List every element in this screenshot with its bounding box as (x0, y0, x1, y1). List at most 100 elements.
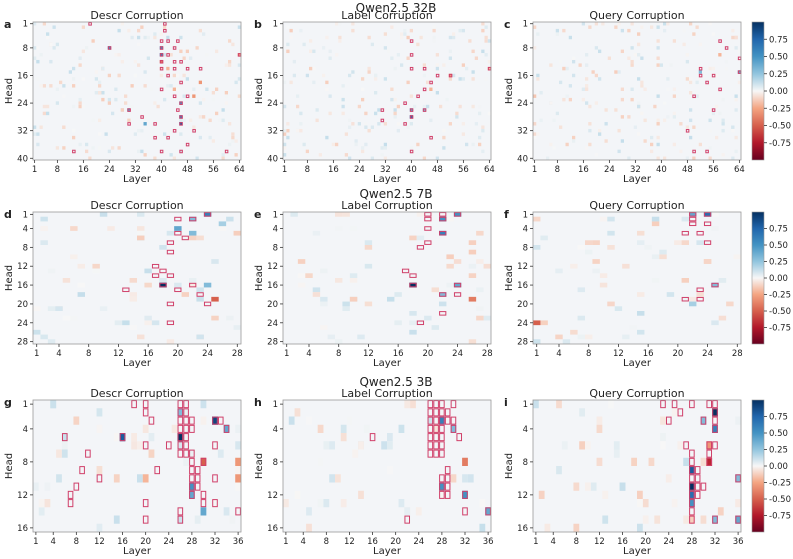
heatmap-cell-faint (47, 306, 56, 311)
heatmap-cell-faint (539, 118, 543, 123)
heatmap-cell-faint (581, 22, 585, 26)
heatmap-cell-faint (33, 46, 37, 50)
y-tick-label: 32 (267, 127, 278, 137)
panel-i: 1 4 8 12 16 20 24 28 32 36 1 4 8 12 16 Query Corruption… (504, 387, 744, 557)
significance-box (439, 441, 445, 450)
y-tick-label: 28 (517, 338, 528, 348)
heatmap-cell (235, 474, 241, 483)
heatmap-cell-faint (731, 125, 735, 129)
heatmap-cell-faint (685, 77, 689, 81)
heatmap-cell-faint (50, 400, 57, 409)
significance-box (444, 416, 451, 425)
heatmap-cell-faint (81, 49, 85, 54)
heatmap-cell-faint (585, 87, 589, 91)
significance-box (401, 268, 410, 274)
heatmap-cell-faint (718, 278, 727, 283)
significance-box (166, 249, 175, 255)
heatmap-cell-faint (637, 230, 645, 236)
heatmap-cell-faint (169, 153, 173, 157)
heatmap-cell-faint (565, 94, 569, 98)
significance-box (416, 320, 425, 326)
significance-box (718, 87, 722, 92)
heatmap-cell-faint (648, 457, 655, 466)
significance-box (735, 515, 741, 524)
significance-box (127, 108, 131, 112)
heatmap-cell-faint (689, 80, 693, 85)
heatmap-cell-faint (476, 287, 484, 293)
heatmap-cell-faint (189, 278, 197, 283)
heatmap-cell-faint (679, 149, 683, 154)
y-tick-label: 28 (17, 338, 28, 348)
heatmap-cell-faint (185, 49, 189, 54)
panel-title: Query Corruption (589, 387, 684, 400)
significance-box (159, 149, 164, 154)
heatmap-cell-faint (642, 499, 649, 508)
heatmap-cell-faint (721, 118, 725, 123)
x-axis-label: Layer (373, 358, 402, 369)
heatmap-cell-faint (471, 77, 475, 81)
heatmap-cell-faint (461, 122, 465, 126)
heatmap-cell-faint (604, 139, 608, 143)
heatmap-cell-faint (671, 408, 678, 417)
heatmap-cell (439, 216, 447, 222)
heatmap-cell-faint (724, 66, 728, 71)
heatmap-cell-faint (483, 263, 491, 269)
heatmap-cell-faint (182, 73, 186, 78)
heatmap-cell-faint (124, 94, 128, 98)
heatmap-cell-faint (538, 490, 545, 499)
heatmap-cell-faint (224, 91, 228, 95)
x-tick-label: 1 (32, 165, 37, 175)
significance-box (689, 515, 695, 524)
heatmap-cell-faint (122, 320, 130, 326)
plot-frame (32, 21, 242, 161)
heatmap-cell-faint (163, 97, 167, 102)
heatmap-cell-faint (59, 80, 63, 85)
heatmap-cell-faint (120, 59, 124, 64)
x-axis-label: Layer (623, 358, 652, 369)
heatmap-cell-faint (585, 146, 589, 150)
significance-box (166, 39, 170, 43)
heatmap-cell-faint (39, 84, 43, 88)
significance-box (453, 282, 462, 288)
significance-box (450, 400, 457, 409)
heatmap-cell-faint (44, 499, 51, 508)
significance-box (409, 115, 414, 119)
heatmap-cell-faint (474, 56, 478, 60)
heatmap-cell-faint (117, 28, 121, 33)
panel-e: 1 4 8 12 16 20 24 28 1 4 8 12 16 20 24 28 Label Corrupti… (254, 199, 493, 369)
heatmap-cell-faint (559, 125, 563, 129)
x-tick-label: 16 (367, 537, 378, 547)
heatmap-cell-faint (734, 94, 738, 98)
heatmap-cell-faint (427, 416, 434, 425)
significance-box (698, 73, 703, 78)
heatmap-cell-faint (383, 146, 387, 150)
heatmap-cell-faint (588, 25, 592, 29)
heatmap-cell-faint (341, 104, 345, 109)
heatmap-cell-faint (685, 53, 689, 57)
heatmap-cell-faint (169, 84, 173, 88)
significance-box (189, 474, 195, 483)
heatmap-cell-faint (36, 77, 40, 81)
heatmap-cell-faint (715, 73, 719, 78)
heatmap-cell-faint (585, 249, 593, 255)
heatmap-cell-faint (570, 329, 578, 335)
heatmap-cell-faint (361, 149, 365, 154)
heatmap-cell-faint (631, 457, 637, 466)
heatmap-cell-faint (481, 149, 485, 154)
heatmap-cell-faint (142, 424, 149, 433)
x-tick-label: 36 (233, 537, 244, 547)
heatmap-cell-faint (396, 53, 400, 57)
heatmap-cell-faint (144, 315, 152, 321)
heatmap-cell-faint (689, 108, 693, 112)
heatmap-cell-faint (656, 39, 660, 43)
heatmap-cell-faint (448, 77, 452, 81)
x-axis-label: Layer (623, 546, 652, 557)
heatmap-cell-faint (637, 490, 643, 499)
significance-box (79, 466, 85, 475)
heatmap-cell-faint (202, 97, 206, 102)
heatmap-cell-faint (286, 122, 290, 126)
heatmap-cell-faint (305, 73, 309, 78)
heatmap-cell-faint (107, 149, 111, 154)
heatmap-cell-faint (533, 122, 537, 126)
heatmap-cell (429, 87, 433, 91)
